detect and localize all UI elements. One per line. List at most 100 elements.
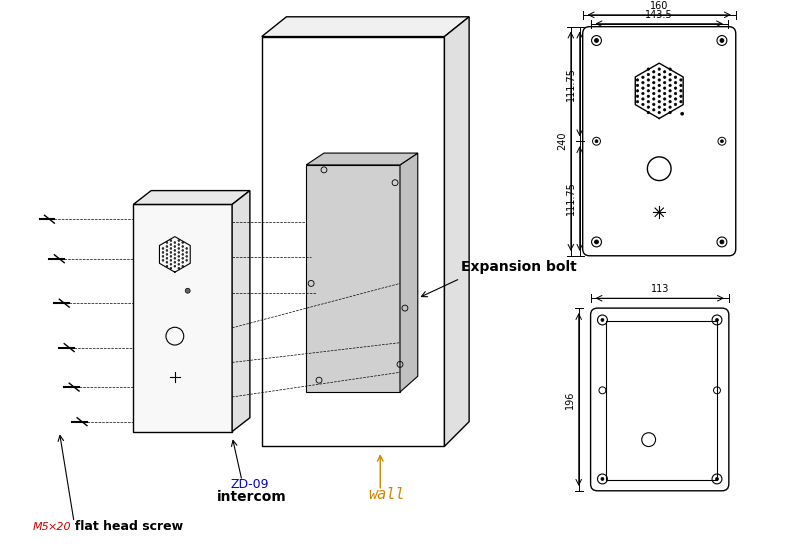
Text: ×20: ×20 (47, 522, 71, 532)
Circle shape (653, 81, 655, 84)
Circle shape (658, 73, 661, 76)
Circle shape (720, 39, 724, 43)
Circle shape (170, 240, 172, 242)
Circle shape (182, 254, 184, 255)
Polygon shape (445, 17, 469, 447)
Circle shape (653, 70, 655, 73)
Text: flat head screw: flat head screw (66, 520, 183, 534)
Circle shape (669, 111, 671, 114)
Circle shape (636, 95, 638, 98)
Circle shape (680, 100, 682, 103)
Circle shape (658, 100, 661, 103)
Circle shape (166, 261, 168, 263)
Circle shape (674, 76, 677, 79)
Circle shape (178, 255, 180, 257)
Circle shape (186, 248, 187, 249)
Circle shape (166, 258, 168, 259)
Circle shape (174, 258, 176, 259)
Circle shape (653, 76, 655, 79)
Circle shape (601, 478, 604, 480)
Circle shape (663, 98, 666, 100)
Circle shape (658, 79, 661, 81)
Circle shape (162, 248, 164, 249)
Circle shape (594, 39, 598, 43)
Circle shape (647, 111, 650, 114)
Circle shape (663, 81, 666, 84)
Text: 143.5: 143.5 (646, 10, 673, 20)
Circle shape (658, 68, 661, 70)
Circle shape (178, 268, 180, 269)
Circle shape (642, 98, 644, 100)
Circle shape (166, 249, 168, 252)
Circle shape (178, 244, 180, 245)
Circle shape (653, 103, 655, 106)
Circle shape (601, 319, 604, 321)
Circle shape (178, 263, 180, 265)
Circle shape (170, 259, 172, 261)
Circle shape (647, 100, 650, 103)
Circle shape (162, 252, 164, 253)
Circle shape (162, 255, 164, 257)
Polygon shape (306, 165, 400, 392)
Circle shape (594, 240, 598, 244)
Circle shape (680, 79, 682, 81)
Text: Expansion bolt: Expansion bolt (462, 260, 577, 274)
Circle shape (642, 76, 644, 79)
Bar (606, 321, 717, 480)
Circle shape (669, 79, 671, 81)
Circle shape (186, 255, 187, 257)
Circle shape (174, 249, 176, 252)
Circle shape (186, 288, 190, 293)
Circle shape (647, 95, 650, 98)
Text: 240: 240 (557, 132, 567, 151)
Circle shape (636, 100, 638, 103)
Circle shape (680, 90, 682, 92)
Circle shape (186, 259, 187, 261)
Circle shape (174, 261, 176, 263)
Circle shape (182, 249, 184, 252)
Circle shape (663, 70, 666, 73)
Circle shape (166, 242, 168, 243)
Circle shape (653, 87, 655, 89)
Circle shape (182, 242, 184, 243)
Circle shape (720, 240, 724, 244)
Circle shape (170, 248, 172, 249)
Text: wall: wall (368, 487, 405, 502)
Circle shape (174, 254, 176, 255)
FancyBboxPatch shape (590, 308, 729, 491)
Circle shape (653, 98, 655, 100)
Circle shape (658, 90, 661, 92)
Circle shape (170, 255, 172, 257)
Circle shape (182, 265, 184, 267)
Text: 111.75: 111.75 (566, 182, 576, 216)
FancyBboxPatch shape (582, 27, 736, 256)
Circle shape (178, 252, 180, 253)
Circle shape (715, 319, 718, 321)
Circle shape (669, 106, 671, 108)
Circle shape (663, 93, 666, 95)
Circle shape (186, 252, 187, 253)
Polygon shape (134, 204, 232, 432)
Circle shape (669, 84, 671, 86)
Circle shape (178, 240, 180, 242)
Circle shape (166, 265, 168, 267)
Circle shape (642, 87, 644, 89)
Circle shape (663, 76, 666, 79)
Circle shape (653, 109, 655, 111)
Circle shape (642, 93, 644, 95)
Circle shape (721, 140, 723, 143)
Circle shape (681, 112, 684, 115)
Circle shape (174, 245, 176, 248)
Circle shape (178, 259, 180, 261)
Circle shape (647, 73, 650, 76)
Text: 113: 113 (650, 284, 669, 294)
Text: M5: M5 (33, 522, 50, 532)
Circle shape (647, 84, 650, 86)
Circle shape (653, 93, 655, 95)
Circle shape (674, 87, 677, 89)
Circle shape (647, 106, 650, 108)
Polygon shape (400, 153, 418, 392)
Circle shape (642, 81, 644, 84)
Polygon shape (232, 191, 250, 432)
Circle shape (658, 111, 661, 114)
